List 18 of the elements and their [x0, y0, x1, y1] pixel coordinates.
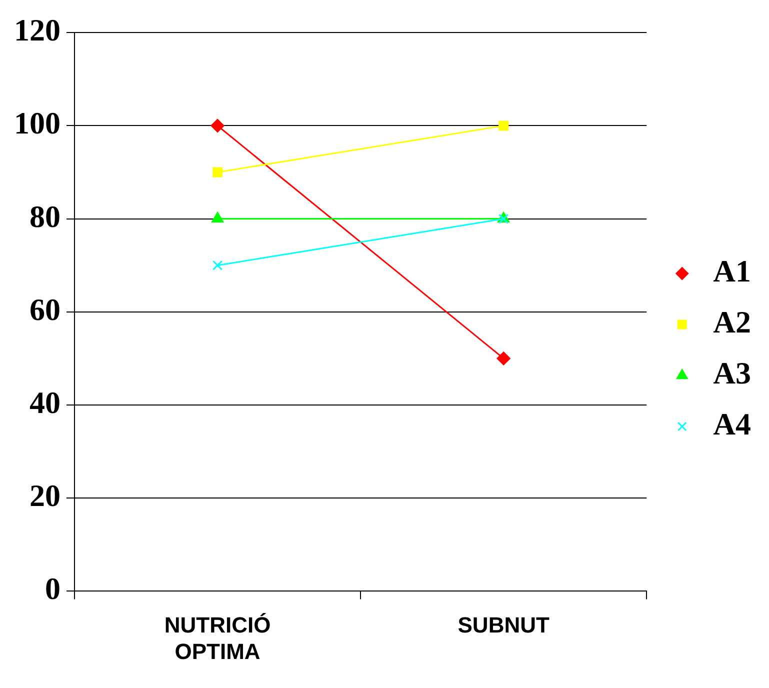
y-tick-label: 0: [45, 571, 60, 606]
point: [210, 118, 224, 132]
y-tick-label: 100: [14, 106, 60, 141]
point: [498, 120, 509, 131]
y-tick-label: 40: [30, 385, 60, 420]
point: [496, 352, 510, 366]
y-tick-label: 20: [30, 478, 60, 514]
y-tick-label: 60: [30, 292, 60, 327]
point: [212, 260, 223, 270]
x-tick-label: NUTRICIÓ OPTIMA: [164, 612, 271, 664]
y-tick-label: 120: [14, 12, 60, 48]
point: [212, 167, 223, 178]
legend-label: A4: [713, 406, 752, 442]
x-tick-label: SUBNUT: [458, 612, 550, 638]
legend-label: A1: [713, 254, 752, 289]
y-tick-label: 80: [30, 198, 60, 234]
legend-label: A3: [713, 356, 752, 391]
legend-label: A2: [713, 304, 752, 340]
